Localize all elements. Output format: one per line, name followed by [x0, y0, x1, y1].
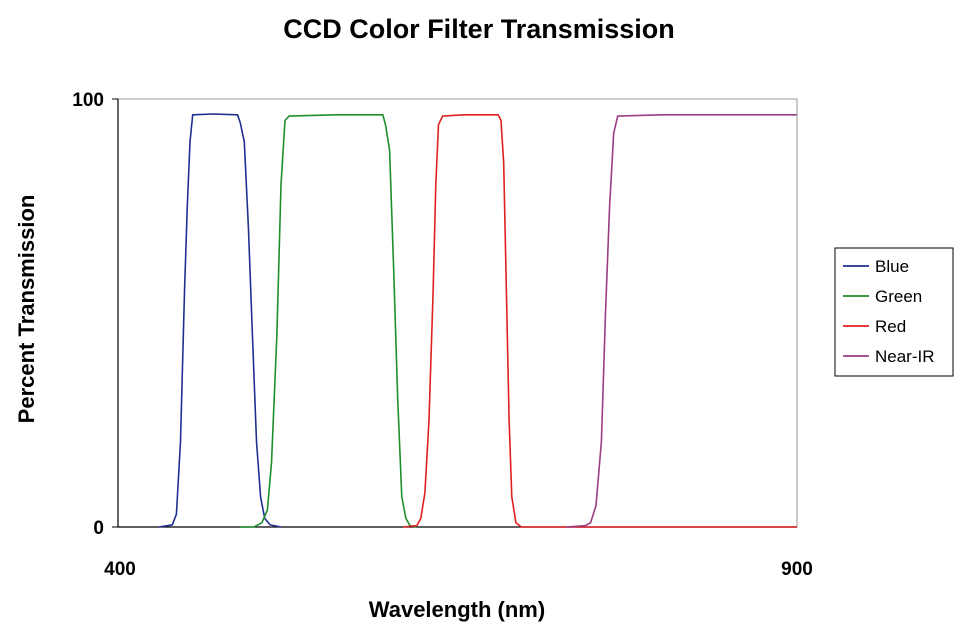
- legend-label-red: Red: [875, 317, 906, 336]
- y-tick-label-0: 0: [93, 518, 104, 539]
- series-line-near-ir: [566, 114, 797, 528]
- x-tick-label-900: 900: [781, 559, 813, 580]
- series-line-blue: [158, 113, 282, 528]
- legend-label-green: Green: [875, 287, 922, 306]
- plot-area: [117, 98, 798, 528]
- legend: Blue Green Red Near-IR: [834, 247, 954, 377]
- y-tick-label-100: 100: [72, 90, 104, 111]
- x-tick-label-400: 400: [104, 559, 136, 580]
- series-line-red: [403, 114, 797, 528]
- y-axis-label: Percent Transmission: [14, 195, 39, 424]
- chart-title: CCD Color Filter Transmission: [283, 14, 675, 44]
- series-lines: [158, 113, 797, 528]
- series-line-green: [240, 114, 417, 528]
- legend-label-near-ir: Near-IR: [875, 347, 935, 366]
- legend-box: [834, 247, 954, 377]
- x-axis-label: Wavelength (nm): [369, 597, 545, 622]
- legend-label-blue: Blue: [875, 257, 909, 276]
